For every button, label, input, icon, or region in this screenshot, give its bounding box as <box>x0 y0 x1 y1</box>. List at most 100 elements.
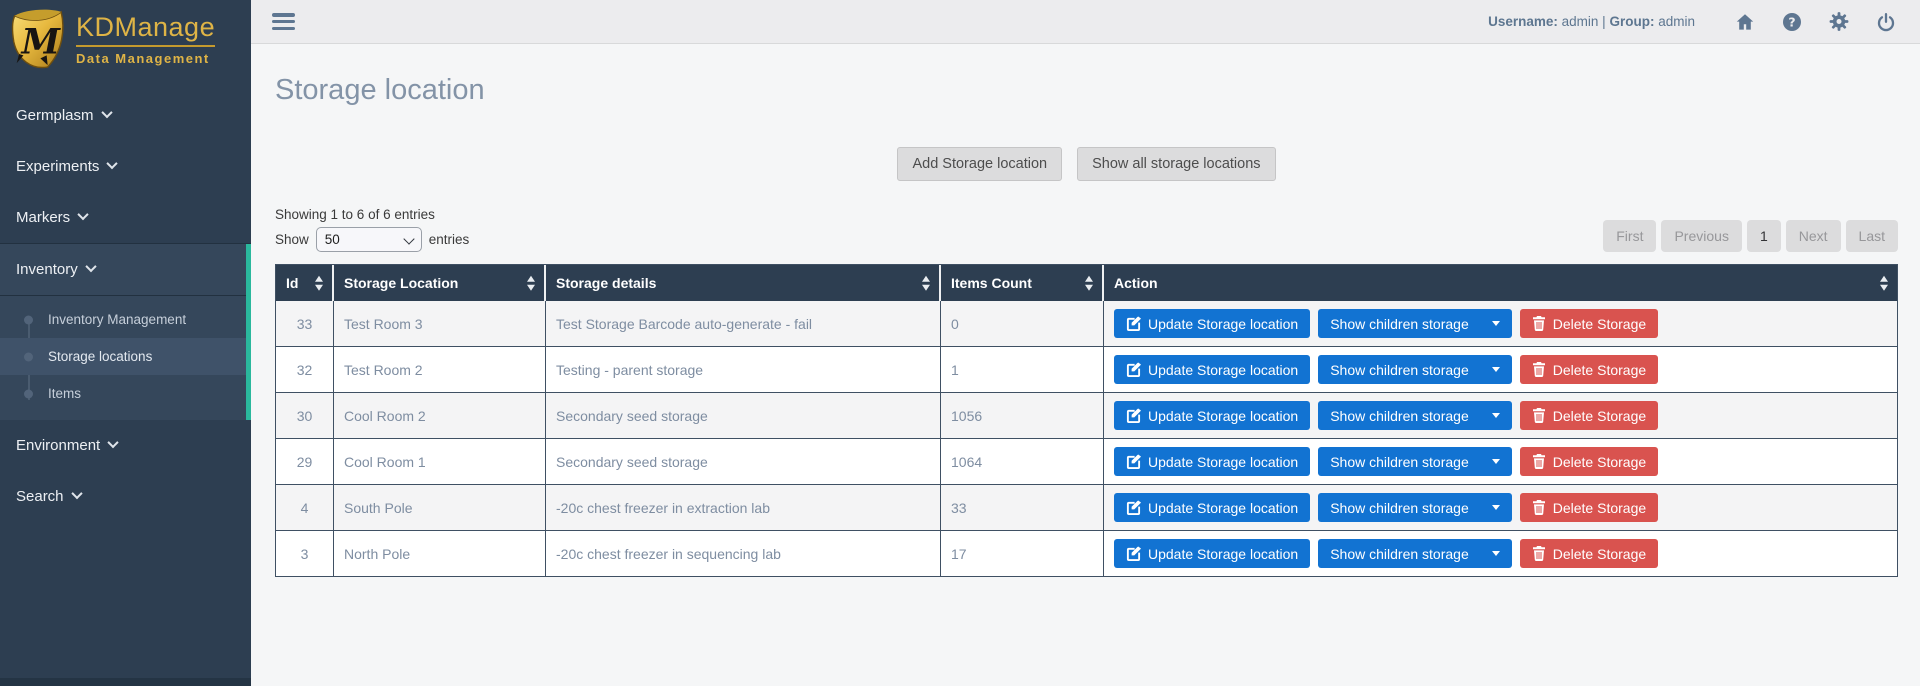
show-children-storage-button[interactable]: Show children storage <box>1318 539 1512 568</box>
help-icon[interactable]: ? <box>1782 12 1802 32</box>
add-storage-location-button[interactable]: Add Storage location <box>897 147 1063 181</box>
brand-tagline: Data Management <box>76 51 210 66</box>
show-children-storage-button[interactable]: Show children storage <box>1318 355 1512 384</box>
cell-id: 33 <box>276 301 334 347</box>
page-action-buttons: Add Storage location Show all storage lo… <box>275 147 1898 181</box>
sidebar-item-experiments[interactable]: Experiments <box>0 141 251 192</box>
brand-header[interactable]: M KDManage Data Management <box>0 0 251 72</box>
sidebar-item-storage-locations[interactable]: Storage locations <box>0 338 251 375</box>
page-title: Storage location <box>275 74 485 106</box>
update-storage-location-button[interactable]: Update Storage location <box>1114 447 1311 476</box>
table-row: 32 Test Room 2 Testing - parent storage … <box>276 347 1897 393</box>
pagination-page-1-button[interactable]: 1 <box>1746 220 1781 252</box>
delete-storage-button[interactable]: Delete Storage <box>1519 493 1659 522</box>
delete-storage-button[interactable]: Delete Storage <box>1519 539 1659 568</box>
sidebar-section-inventory: Inventory Inventory Management Storage l… <box>0 243 251 420</box>
trash-icon <box>1532 408 1545 423</box>
user-info-divider: | <box>1602 14 1606 29</box>
table-header-row: Id Storage Location Storage details Item… <box>276 265 1897 301</box>
delete-storage-button[interactable]: Delete Storage <box>1519 355 1659 384</box>
cell-actions: Update Storage location Show children st… <box>1104 347 1897 393</box>
column-header-id[interactable]: Id <box>276 265 334 301</box>
edit-icon <box>1126 408 1141 423</box>
edit-icon <box>1126 454 1141 469</box>
chevron-down-icon <box>100 106 113 119</box>
show-children-storage-button[interactable]: Show children storage <box>1318 309 1512 338</box>
cell-actions: Update Storage location Show children st… <box>1104 485 1897 531</box>
delete-storage-button[interactable]: Delete Storage <box>1519 309 1659 338</box>
topbar: Username: admin | Group: admin ? <box>251 0 1920 44</box>
sort-icon[interactable] <box>922 275 930 291</box>
settings-gear-icon[interactable] <box>1829 12 1849 32</box>
sidebar-nav: Germplasm Experiments Markers Inventory <box>0 90 251 522</box>
cell-storage-details: -20c chest freezer in sequencing lab <box>546 531 941 576</box>
showing-entries-text: Showing 1 to 6 of 6 entries <box>275 207 435 222</box>
group-value: admin <box>1658 14 1695 29</box>
sidebar-item-label: Germplasm <box>16 107 94 124</box>
show-all-storage-locations-button[interactable]: Show all storage locations <box>1077 147 1276 181</box>
inventory-submenu: Inventory Management Storage locations I… <box>0 296 251 420</box>
home-icon[interactable] <box>1735 12 1755 32</box>
update-storage-location-button[interactable]: Update Storage location <box>1114 355 1311 384</box>
user-info: Username: admin | Group: admin <box>1488 14 1695 29</box>
show-children-storage-button[interactable]: Show children storage <box>1318 493 1512 522</box>
page-content: Storage location Add Storage location Sh… <box>251 44 1920 686</box>
power-icon[interactable] <box>1876 12 1896 32</box>
cell-items-count: 1 <box>941 347 1104 393</box>
edit-icon <box>1126 316 1141 331</box>
menu-icon[interactable] <box>272 13 295 30</box>
update-storage-location-button[interactable]: Update Storage location <box>1114 309 1311 338</box>
pagination: First Previous 1 Next Last <box>1603 220 1898 252</box>
pagination-previous-button[interactable]: Previous <box>1661 220 1742 252</box>
column-header-action[interactable]: Action <box>1104 265 1897 301</box>
svg-text:M: M <box>21 21 62 62</box>
cell-storage-details: Secondary seed storage <box>546 439 941 485</box>
trash-icon <box>1532 546 1545 561</box>
update-storage-location-button[interactable]: Update Storage location <box>1114 493 1311 522</box>
sidebar-item-inventory[interactable]: Inventory <box>0 244 251 296</box>
topbar-right: Username: admin | Group: admin ? <box>1488 12 1896 32</box>
update-storage-location-button[interactable]: Update Storage location <box>1114 539 1311 568</box>
cell-storage-details: Testing - parent storage <box>546 347 941 393</box>
pagination-first-button[interactable]: First <box>1603 220 1657 252</box>
delete-storage-button[interactable]: Delete Storage <box>1519 447 1659 476</box>
sidebar-item-search[interactable]: Search <box>0 471 251 522</box>
sidebar-item-inventory-management[interactable]: Inventory Management <box>0 301 251 338</box>
sort-icon[interactable] <box>315 275 323 291</box>
pagination-next-button[interactable]: Next <box>1785 220 1841 252</box>
cell-items-count: 33 <box>941 485 1104 531</box>
brand-text: KDManage Data Management <box>76 12 216 66</box>
show-children-storage-button[interactable]: Show children storage <box>1318 401 1512 430</box>
edit-icon <box>1126 500 1141 515</box>
trash-icon <box>1532 362 1545 377</box>
column-header-storage-details[interactable]: Storage details <box>546 265 941 301</box>
entries-controls: Showing 1 to 6 of 6 entries Show 50 entr… <box>275 207 469 252</box>
delete-storage-button[interactable]: Delete Storage <box>1519 401 1659 430</box>
cell-items-count: 17 <box>941 531 1104 576</box>
update-storage-location-button[interactable]: Update Storage location <box>1114 401 1311 430</box>
table-row: 29 Cool Room 1 Secondary seed storage 10… <box>276 439 1897 485</box>
sidebar-item-items[interactable]: Items <box>0 375 251 412</box>
sidebar-item-label: Experiments <box>16 158 100 175</box>
page-size-select[interactable]: 50 <box>315 227 422 252</box>
sort-icon[interactable] <box>1880 275 1888 291</box>
sidebar-item-markers[interactable]: Markers <box>0 192 251 243</box>
caret-down-icon <box>1491 551 1500 556</box>
column-header-storage-location[interactable]: Storage Location <box>334 265 546 301</box>
pagination-last-button[interactable]: Last <box>1845 220 1898 252</box>
sidebar-item-germplasm[interactable]: Germplasm <box>0 90 251 141</box>
column-header-items-count[interactable]: Items Count <box>941 265 1104 301</box>
trash-icon <box>1532 454 1545 469</box>
sidebar-item-label: Markers <box>16 209 71 226</box>
chevron-down-icon <box>106 157 119 170</box>
table-row: 3 North Pole -20c chest freezer in seque… <box>276 531 1897 576</box>
sidebar-item-label: Environment <box>16 437 101 454</box>
kdmanage-logo-icon: M <box>11 9 64 69</box>
sort-icon[interactable] <box>527 275 535 291</box>
sort-icon[interactable] <box>1085 275 1093 291</box>
sidebar-item-environment[interactable]: Environment <box>0 420 251 471</box>
chevron-down-icon <box>70 487 83 500</box>
table-controls: Showing 1 to 6 of 6 entries Show 50 entr… <box>275 207 1898 252</box>
show-children-storage-button[interactable]: Show children storage <box>1318 447 1512 476</box>
